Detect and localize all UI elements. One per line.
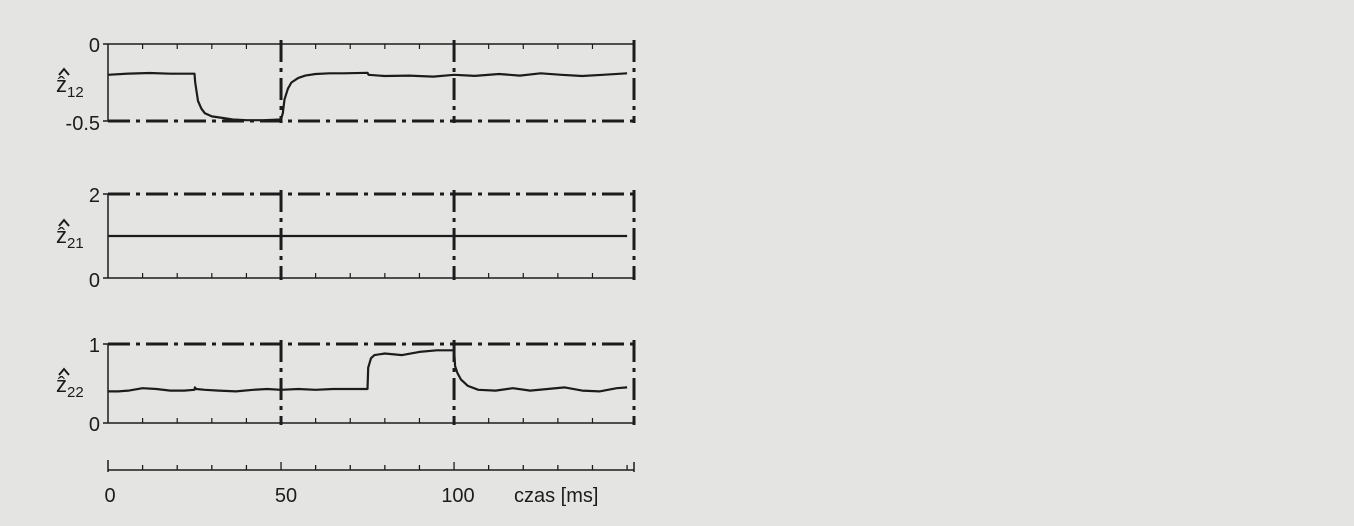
hat-accent [58,218,70,227]
panel-z22: 1 0 ẑ22 [56,335,636,436]
panel-z21: 2 0 ẑ21 [56,185,636,292]
y-tick-label: 0 [89,414,100,436]
x-tick-label: 100 [441,485,474,507]
y-axis-label-symbol: ẑ [56,223,67,248]
series-line [107,71,628,122]
y-axis-label: ẑ21 [56,223,84,252]
y-tick-label: 0 [89,270,100,292]
x-axis-label: czas [ms] [514,485,598,507]
time-axis: 0 50 100 czas [ms] [104,460,635,507]
hat-accent [58,367,70,376]
y-axis-label: ẑ12 [56,72,84,101]
y-axis-label-symbol: ẑ [56,372,67,397]
panel-z12: 0 -0.5 ẑ12 [56,35,636,135]
y-axis-label-subscript: 22 [67,384,84,401]
y-axis-label-subscript: 21 [67,235,84,252]
hat-accent [58,67,70,76]
y-tick-label: 0 [89,35,100,57]
x-tick-label: 0 [104,485,115,507]
series-line [108,349,628,393]
y-axis-label-subscript: 12 [67,84,84,101]
y-tick-label: 2 [89,185,100,207]
y-tick-label: -0.5 [66,113,100,135]
x-tick-label: 50 [275,485,297,507]
y-tick-label: 1 [89,335,100,357]
y-axis-label-symbol: ẑ [56,72,67,97]
y-axis-label: ẑ22 [56,372,84,401]
